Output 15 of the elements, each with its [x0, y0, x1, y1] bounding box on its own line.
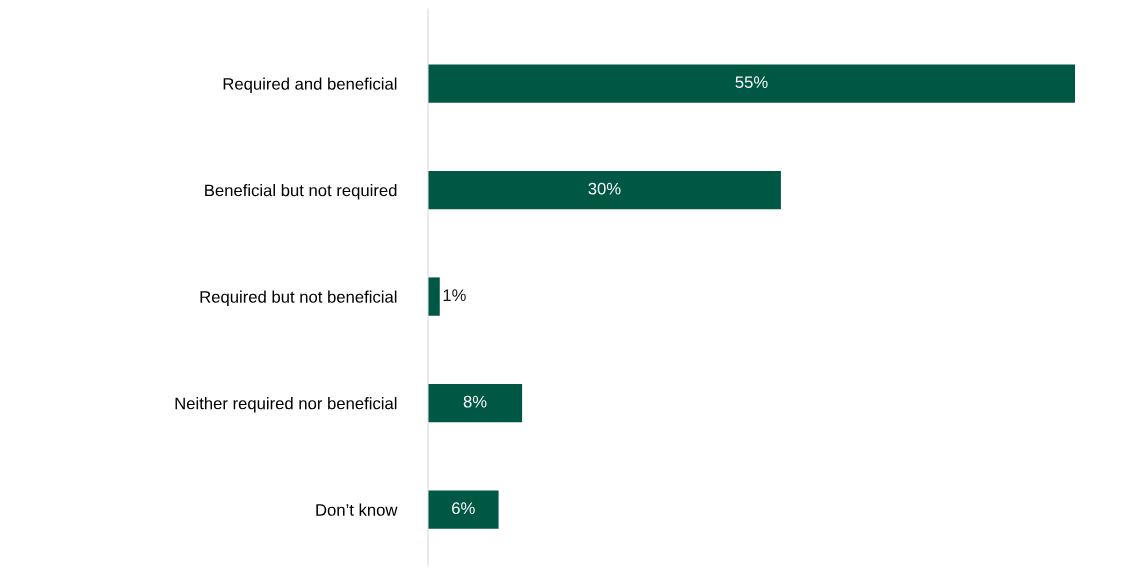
- data-label: 30%: [588, 182, 621, 195]
- bar: [428, 277, 440, 316]
- data-label: 1%: [443, 289, 466, 301]
- y-tick-label: Neither required nor beneficial: [175, 397, 397, 413]
- bar: [428, 170, 781, 210]
- y-tick-label: Required but not beneficial: [200, 290, 397, 307]
- bar: [428, 383, 523, 423]
- y-tick-label: Don’t know: [316, 503, 398, 516]
- data-label: 55%: [735, 76, 768, 89]
- bar: [428, 64, 1075, 103]
- bar: [428, 490, 499, 529]
- y-tick-label: Beneficial but not required: [205, 184, 397, 200]
- y-tick-label: Required and beneficial: [223, 77, 397, 94]
- data-label: 6%: [452, 502, 475, 515]
- data-label: 8%: [463, 395, 487, 408]
